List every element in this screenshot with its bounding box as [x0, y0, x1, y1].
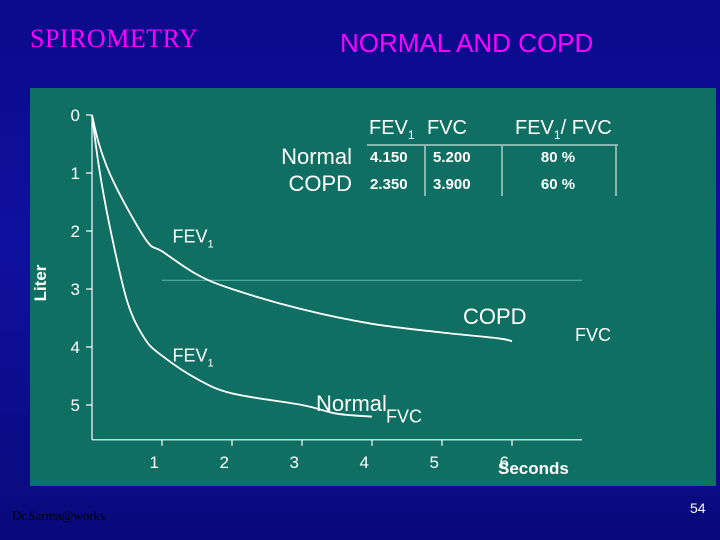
- series-normal-point: [196, 378, 198, 380]
- series-copd-point: [511, 340, 513, 342]
- y-tick-label-1: 1: [71, 164, 80, 183]
- annotation-copd-2: COPD: [463, 304, 527, 329]
- x-tick-label-3: 3: [290, 453, 299, 472]
- series-normal-line: [91, 114, 373, 418]
- series-normal-point: [371, 416, 373, 418]
- table-header-col-1: FVC: [427, 117, 467, 139]
- x-axis-label: Seconds: [498, 459, 569, 478]
- annotation-fev1-1: FEV1: [173, 346, 214, 370]
- page-number: 54: [690, 500, 706, 516]
- table-header-col-2: FEV1/ FVC: [515, 117, 612, 142]
- table-header-col-0: FEV1: [369, 117, 415, 142]
- y-tick-label-0: 0: [71, 106, 80, 125]
- series-normal-point: [126, 300, 128, 302]
- series-normal-point: [91, 114, 93, 116]
- annotation-fev1-0: FEV1: [173, 227, 214, 251]
- table-cell-normal-2: 80 %: [541, 149, 575, 166]
- annotation-fvc-5: FVC: [386, 406, 422, 426]
- y-tick-label-3: 3: [71, 280, 80, 299]
- series-normal-point: [109, 224, 111, 226]
- series-copd-point: [441, 332, 443, 334]
- table-row-label-copd: COPD: [288, 171, 352, 196]
- series-copd-point: [196, 274, 198, 276]
- series-copd-point: [161, 250, 163, 252]
- table-cell-copd-2: 60 %: [541, 176, 575, 193]
- slide-title-normal-and-copd: NORMAL AND COPD: [340, 28, 594, 58]
- series-copd-point: [231, 288, 233, 290]
- y-tick-label-5: 5: [71, 396, 80, 415]
- series-normal-point: [144, 337, 146, 339]
- series-copd-point: [301, 308, 303, 310]
- y-tick-label-2: 2: [71, 222, 80, 241]
- x-tick-label-5: 5: [430, 453, 439, 472]
- slide-title-spirometry: SPIROMETRY: [30, 24, 199, 53]
- x-tick-label-4: 4: [360, 453, 369, 472]
- series-normal-point: [98, 166, 100, 168]
- table-row-label-normal: Normal: [281, 144, 352, 169]
- series-copd-line: [91, 114, 513, 343]
- series-copd-point: [371, 323, 373, 325]
- y-axis-label: Liter: [31, 264, 50, 301]
- x-tick-label-2: 2: [220, 453, 229, 472]
- annotation-fvc-3: FVC: [575, 325, 611, 345]
- x-tick-label-1: 1: [150, 453, 159, 472]
- series-copd-point: [126, 207, 128, 209]
- table-cell-normal-0: 4.150: [370, 149, 408, 166]
- annotation-normal-4: Normal: [316, 391, 387, 416]
- series-copd-point: [109, 172, 111, 174]
- table-cell-copd-1: 3.900: [433, 176, 471, 193]
- table-cell-copd-0: 2.350: [370, 176, 408, 193]
- y-tick-label-4: 4: [71, 338, 80, 357]
- series-normal-point: [231, 393, 233, 395]
- footer-credit: Dr.Sarma@works: [12, 508, 106, 523]
- x-tick-label-6: 6: [500, 453, 509, 472]
- chart-panel: 0 1 2 3 4 5 1 2 3 4 5 6 Liter Seconds FEV1 FEV1 COPD FVC N…: [30, 88, 716, 486]
- series-copd-point: [98, 143, 100, 145]
- series-normal-point: [301, 404, 303, 406]
- series-normal-point: [161, 355, 163, 357]
- series-copd-point: [497, 337, 499, 339]
- table-cell-normal-1: 5.200: [433, 149, 471, 166]
- series-copd-point: [147, 242, 149, 244]
